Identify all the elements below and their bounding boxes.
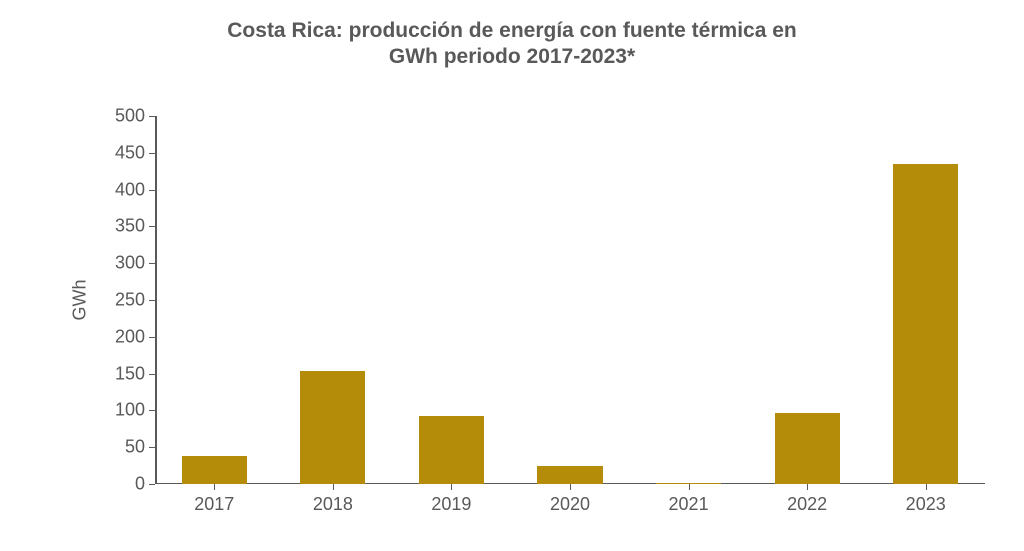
x-tick-mark: [689, 484, 690, 490]
y-tick-mark: [149, 263, 155, 264]
chart-title-line1: Costa Rica: producción de energía con fu…: [227, 19, 796, 42]
bar: [182, 456, 247, 484]
bar: [775, 413, 840, 484]
y-tick-mark: [149, 153, 155, 154]
y-tick-mark: [149, 447, 155, 448]
y-tick-mark: [149, 484, 155, 485]
y-tick-mark: [149, 300, 155, 301]
x-tick-mark: [807, 484, 808, 490]
x-tick-mark: [214, 484, 215, 490]
bar: [537, 466, 602, 484]
chart-container: Costa Rica: producción de energía con fu…: [0, 0, 1024, 551]
y-tick-mark: [149, 374, 155, 375]
y-tick-mark: [149, 226, 155, 227]
bar: [419, 416, 484, 484]
plot-area: 0501001502002503003504004505002017201820…: [155, 116, 985, 484]
y-tick-mark: [149, 337, 155, 338]
y-axis-title: GWh: [70, 279, 91, 320]
x-tick-mark: [333, 484, 334, 490]
x-tick-mark: [570, 484, 571, 490]
chart-title-line2: GWh periodo 2017-2023*: [389, 45, 635, 68]
y-axis-line: [155, 116, 157, 484]
x-tick-mark: [451, 484, 452, 490]
bar: [893, 164, 958, 484]
y-tick-mark: [149, 190, 155, 191]
chart-title: Costa Rica: producción de energía con fu…: [0, 18, 1024, 71]
bar: [300, 371, 365, 484]
x-tick-mark: [926, 484, 927, 490]
y-tick-mark: [149, 116, 155, 117]
y-tick-mark: [149, 410, 155, 411]
